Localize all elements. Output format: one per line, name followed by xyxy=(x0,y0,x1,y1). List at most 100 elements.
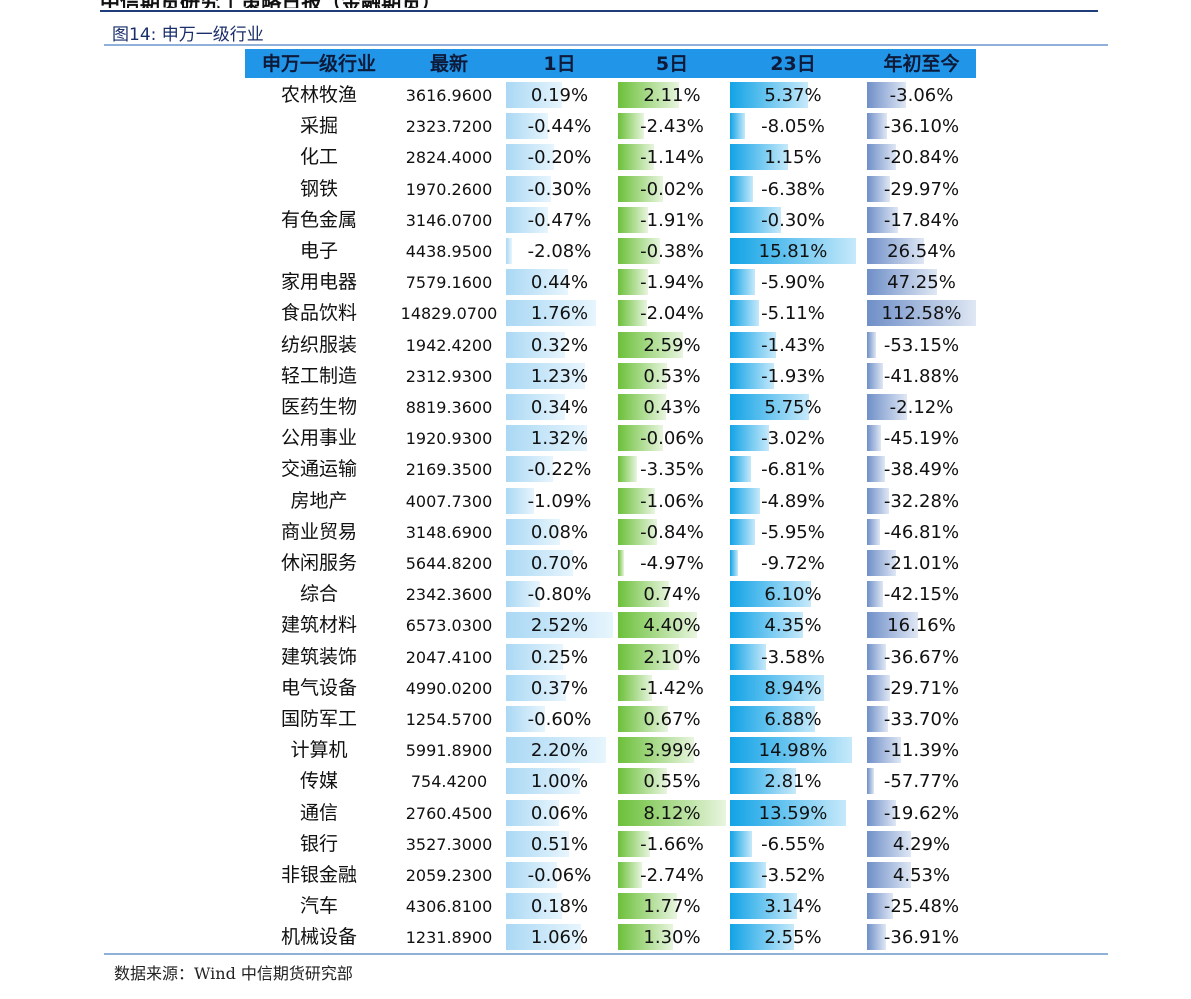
change-cell-d5: -0.06% xyxy=(618,425,726,452)
latest-value: 2342.3600 xyxy=(405,585,493,605)
change-value: -1.06% xyxy=(640,490,704,512)
change-value: 26.54% xyxy=(887,241,956,262)
data-bar xyxy=(506,518,560,545)
figure-caption: 图14: 申万一级行业 xyxy=(112,25,264,45)
change-value: -1.42% xyxy=(640,677,704,699)
data-bar xyxy=(506,487,535,514)
change-cell-d5: 2.59% xyxy=(618,331,726,358)
change-value: 0.43% xyxy=(643,397,701,418)
change-cell-d5: 2.11% xyxy=(618,82,726,108)
data-bar xyxy=(730,893,798,920)
industry-name: 商业贸易 xyxy=(280,520,357,543)
data-bar xyxy=(506,893,562,920)
data-bar xyxy=(867,612,918,639)
change-value: -1.09% xyxy=(527,490,592,512)
change-cell-ytd: 4.53% xyxy=(867,862,976,888)
data-bar xyxy=(730,924,795,951)
latest-value: 3148.6900 xyxy=(405,522,493,542)
change-cell-d23: 5.37% xyxy=(730,82,856,108)
change-cell-ytd: 16.16% xyxy=(867,612,976,639)
data-bar xyxy=(867,893,893,920)
data-bar xyxy=(618,113,645,140)
change-cell-ytd: -29.97% xyxy=(867,175,976,202)
change-value: -57.77% xyxy=(883,771,960,793)
data-bar xyxy=(867,581,883,608)
change-cell-d23: 6.88% xyxy=(730,706,856,732)
change-value: 2.10% xyxy=(643,646,701,668)
change-value: 1.15% xyxy=(764,147,822,169)
change-cell-ytd: -2.12% xyxy=(867,394,976,420)
industry-name: 农林牧渔 xyxy=(280,84,357,106)
latest-value: 3146.0700 xyxy=(405,210,493,230)
change-value: -36.67% xyxy=(883,646,960,668)
change-value: -5.95% xyxy=(761,521,825,543)
change-value: -36.91% xyxy=(883,927,960,949)
data-bar xyxy=(867,175,891,202)
latest-value: 7579.1600 xyxy=(405,273,493,293)
change-value: -2.12% xyxy=(889,397,954,418)
change-cell-d23: 4.35% xyxy=(730,612,856,639)
change-cell-ytd: -45.19% xyxy=(867,425,976,452)
data-bar xyxy=(730,456,752,483)
change-value: -0.44% xyxy=(527,116,592,138)
data-bar xyxy=(506,206,548,233)
data-bar xyxy=(618,768,668,795)
data-bar xyxy=(867,362,884,389)
change-cell-ytd: -42.15% xyxy=(867,581,976,608)
change-value: 2.11% xyxy=(643,85,701,106)
data-bar xyxy=(730,550,738,576)
change-cell-d23: -0.30% xyxy=(730,206,856,233)
change-value: -5.11% xyxy=(761,303,825,325)
industry-name: 纺织服装 xyxy=(280,333,357,356)
change-cell-d5: 0.67% xyxy=(618,706,726,732)
data-bar xyxy=(618,706,669,732)
latest-value: 6573.0300 xyxy=(405,616,493,636)
change-value: 0.70% xyxy=(530,553,589,574)
change-value: -53.15% xyxy=(883,334,960,356)
change-value: 5.75% xyxy=(764,397,822,418)
change-cell-d1: 0.32% xyxy=(506,331,613,358)
change-value: -0.20% xyxy=(527,147,592,169)
change-value: 1.32% xyxy=(530,428,589,450)
data-bar xyxy=(618,269,648,296)
change-cell-d23: -1.93% xyxy=(730,362,856,389)
latest-value: 3616.9600 xyxy=(405,86,493,105)
change-value: -6.81% xyxy=(761,459,825,481)
data-bar xyxy=(506,238,513,264)
data-bar xyxy=(618,893,677,920)
industry-name: 公用事业 xyxy=(280,427,357,450)
change-cell-d1: 0.34% xyxy=(506,394,613,420)
data-bar xyxy=(506,550,574,576)
latest-value: 2760.4500 xyxy=(405,803,493,823)
change-value: -0.22% xyxy=(527,459,592,481)
change-value: 13.59% xyxy=(758,802,828,824)
change-cell-d5: -2.74% xyxy=(618,862,726,888)
change-value: -0.06% xyxy=(527,865,592,886)
change-cell-d1: 0.18% xyxy=(506,893,613,920)
change-value: -4.89% xyxy=(761,490,825,512)
change-cell-d5: -1.14% xyxy=(618,144,726,171)
change-cell-ytd: -29.71% xyxy=(867,674,976,701)
latest-value: 1920.9300 xyxy=(405,429,493,449)
change-value: 8.12% xyxy=(643,802,701,824)
change-cell-d1: 0.06% xyxy=(506,799,613,826)
data-bar xyxy=(730,737,853,764)
latest-value: 1942.4200 xyxy=(405,335,493,355)
industry-name: 机械设备 xyxy=(280,926,357,949)
data-bar xyxy=(506,612,613,639)
data-bar xyxy=(506,331,565,358)
change-value: 3.14% xyxy=(764,896,822,918)
change-value: -38.49% xyxy=(883,459,960,481)
change-value: -2.04% xyxy=(640,303,704,325)
change-cell-ytd: -25.48% xyxy=(867,893,976,920)
data-bar xyxy=(730,206,782,233)
change-cell-ytd: 112.58% xyxy=(867,300,976,327)
change-value: 5.37% xyxy=(764,85,822,106)
data-bar xyxy=(618,518,657,545)
latest-value: 4007.7300 xyxy=(405,491,493,511)
data-bar xyxy=(506,300,597,327)
data-bar xyxy=(506,643,564,670)
change-value: -0.30% xyxy=(761,209,825,231)
change-cell-d23: -5.90% xyxy=(730,269,856,296)
data-bar xyxy=(506,425,587,452)
